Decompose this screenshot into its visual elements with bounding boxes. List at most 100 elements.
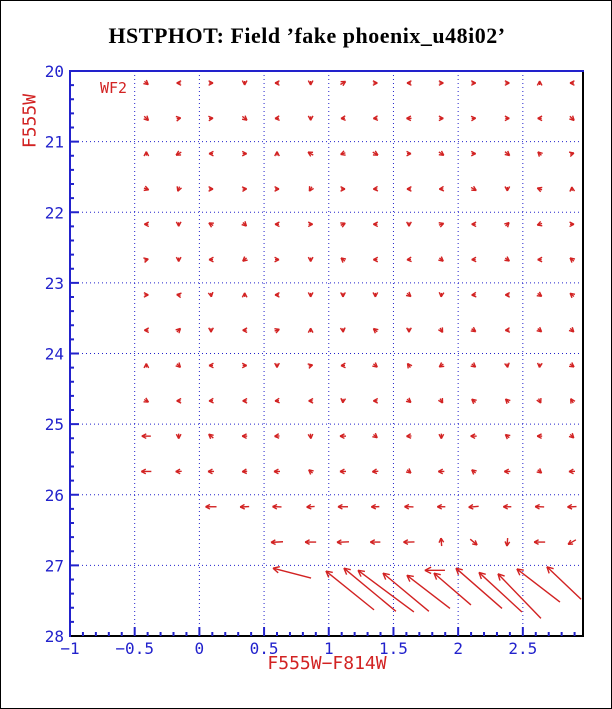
x-tick-label: 2.5 <box>508 639 537 658</box>
arrow <box>405 468 412 474</box>
arrow <box>337 503 348 510</box>
arrow <box>568 468 576 475</box>
arrow <box>242 256 248 262</box>
arrow <box>143 363 150 369</box>
arrow <box>241 150 247 157</box>
arrow <box>274 151 280 157</box>
arrow <box>537 256 543 263</box>
arrow <box>516 568 561 603</box>
arrow <box>207 291 214 298</box>
arrow <box>502 503 512 510</box>
y-tick-label: 20 <box>45 62 64 81</box>
arrow <box>208 433 214 440</box>
arrow <box>274 115 280 122</box>
arrow <box>143 397 150 403</box>
arrow <box>272 565 312 579</box>
arrow <box>470 326 477 333</box>
arrow <box>567 539 577 546</box>
arrow <box>406 115 412 122</box>
arrow <box>208 80 214 86</box>
arrow <box>373 256 379 263</box>
arrow <box>307 221 313 228</box>
arrow <box>357 569 415 613</box>
arrow <box>406 327 412 333</box>
arrow <box>144 327 150 334</box>
x-tick-label: 1.5 <box>379 639 408 658</box>
arrow <box>469 538 478 546</box>
arrow <box>308 397 314 404</box>
arrow <box>569 80 575 86</box>
arrow <box>534 503 545 510</box>
arrow <box>307 80 314 86</box>
arrow <box>340 150 346 156</box>
arrow <box>438 468 445 475</box>
arrow <box>274 327 280 334</box>
arrow <box>307 151 314 157</box>
arrow <box>405 291 412 298</box>
arrow <box>470 362 477 368</box>
arrow <box>372 362 378 368</box>
arrow <box>438 537 445 547</box>
arrow <box>504 327 511 333</box>
arrow <box>404 503 414 510</box>
arrow <box>176 80 182 86</box>
arrow <box>274 362 280 368</box>
arrow <box>242 327 248 334</box>
arrow <box>471 291 477 298</box>
arrow <box>241 115 248 121</box>
arrow <box>307 115 314 121</box>
arrow <box>308 186 314 192</box>
arrow <box>325 570 375 611</box>
arrow <box>568 432 575 439</box>
arrow <box>406 80 412 86</box>
arrow <box>403 539 415 546</box>
arrow <box>503 468 511 475</box>
arrow <box>470 150 476 157</box>
arrow <box>471 469 477 475</box>
arrow <box>372 115 379 122</box>
arrow <box>370 503 380 510</box>
x-tick-label: 0 <box>195 639 205 658</box>
arrow <box>371 468 379 475</box>
arrow <box>274 186 280 192</box>
arrow <box>569 115 575 122</box>
x-tick-label: −1 <box>60 639 79 658</box>
arrow <box>406 186 412 192</box>
arrow <box>470 433 477 440</box>
arrow <box>569 257 576 263</box>
arrow <box>307 433 314 439</box>
tick-layer <box>70 84 576 636</box>
arrow <box>437 503 446 510</box>
arrow <box>406 256 412 263</box>
y-tick-label: 27 <box>45 556 64 575</box>
chip-annotation: WF2 <box>100 79 128 97</box>
arrow <box>536 433 543 440</box>
arrow <box>504 186 511 192</box>
arrow <box>144 221 150 228</box>
arrow <box>438 362 445 368</box>
arrow <box>471 221 477 228</box>
arrow <box>274 291 280 298</box>
arrow <box>274 221 280 228</box>
y-tick-label: 28 <box>45 627 64 646</box>
arrow <box>373 221 379 228</box>
arrow <box>504 362 510 368</box>
arrow <box>208 362 214 369</box>
arrow <box>143 115 150 122</box>
arrow <box>406 574 451 610</box>
arrow <box>241 221 248 227</box>
arrow <box>372 80 378 86</box>
arrow <box>406 433 412 439</box>
arrow <box>241 186 248 193</box>
arrow <box>504 115 510 122</box>
arrow <box>537 151 543 157</box>
arrow <box>143 291 149 298</box>
arrow <box>143 257 149 263</box>
arrow <box>340 186 346 192</box>
arrow <box>533 539 546 545</box>
arrow <box>175 433 182 439</box>
arrow <box>438 291 445 298</box>
y-tick-label: 26 <box>45 486 64 505</box>
x-axis-label: F555W−F814W <box>267 653 387 674</box>
arrow <box>208 397 214 404</box>
